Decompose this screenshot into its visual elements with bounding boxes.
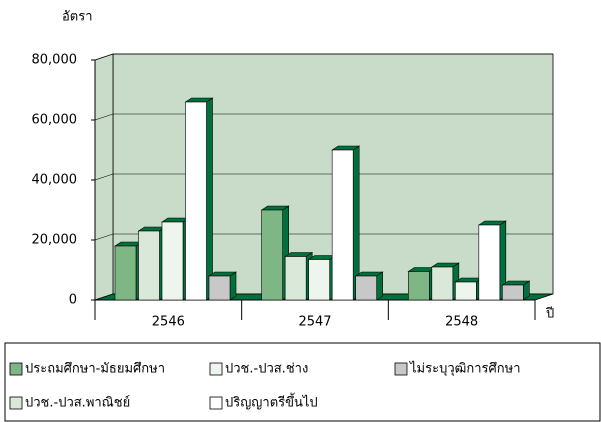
legend-label: ประถมศึกษา-มัธยมศึกษา (25, 362, 165, 377)
grid-line (94, 113, 553, 121)
legend-swatch (9, 362, 23, 376)
bar (308, 259, 330, 301)
bar (502, 284, 524, 301)
x-axis-label: ปี (545, 306, 554, 322)
legend-swatch (9, 396, 23, 410)
bar (408, 271, 430, 301)
bar (355, 275, 377, 301)
bar (284, 256, 307, 301)
grid-line (94, 53, 553, 61)
bar-side (229, 271, 237, 301)
y-tick-label: 80,000 (32, 53, 78, 68)
x-tick-label: 2547 (298, 315, 331, 330)
x-tick-label: 2546 (152, 315, 185, 330)
grid-line (94, 173, 553, 181)
bar (208, 275, 231, 301)
legend-label: ปวช.-ปวส.พาณิชย์ (25, 395, 130, 411)
bar (185, 101, 207, 301)
bar-side (206, 97, 213, 301)
bar (478, 224, 501, 301)
legend-label: ไม่ระบุวุฒิการศึกษา (409, 361, 521, 377)
bar (161, 221, 184, 301)
bar (431, 266, 454, 301)
grid-line (94, 233, 553, 241)
y-tick-label: 60,000 (32, 113, 78, 128)
legend-swatch (394, 362, 408, 376)
bar (261, 209, 283, 301)
bar (331, 149, 354, 301)
bar (138, 230, 160, 301)
bar (114, 245, 137, 301)
y-tick-label: 40,000 (32, 173, 78, 188)
legend-swatch (209, 396, 223, 410)
legend-label: ปริญญาตรีขึ้นไป (225, 393, 318, 411)
legend-box (4, 342, 601, 422)
y-tick-label: 0 (69, 293, 77, 308)
legend-swatch (209, 362, 223, 376)
legend-label: ปวช.-ปวส.ช่าง (225, 362, 308, 377)
bar-side (376, 271, 383, 301)
bar (455, 281, 477, 301)
y-tick-label: 20,000 (32, 233, 78, 248)
y-axis-label: อัตรา (62, 10, 93, 25)
x-tick-label: 2548 (445, 315, 478, 330)
